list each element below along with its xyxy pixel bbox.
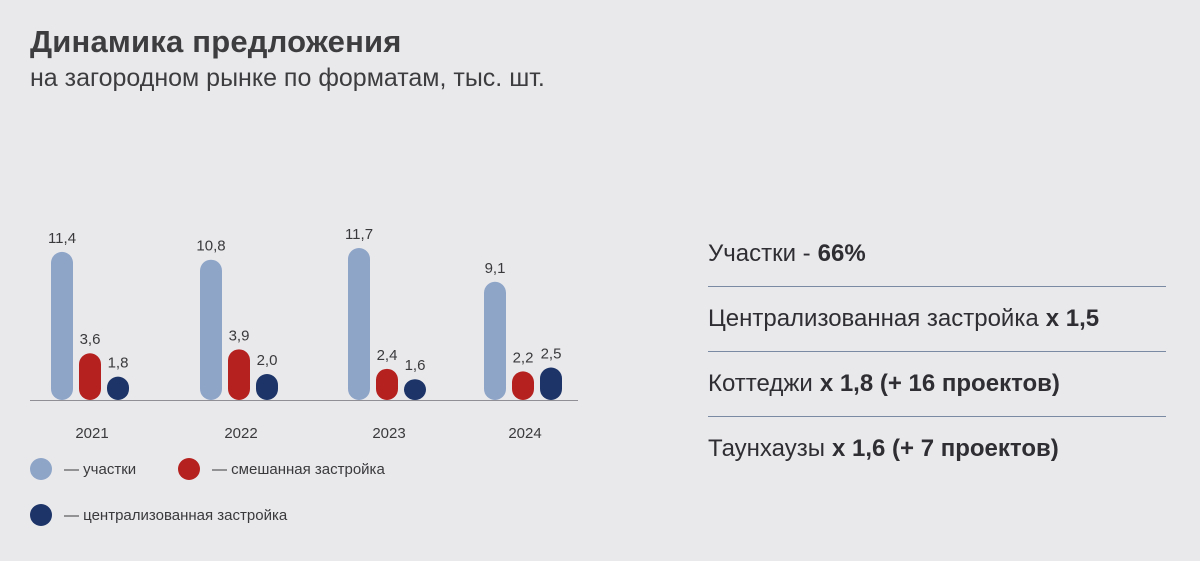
page-title: Динамика предложения bbox=[30, 24, 402, 59]
data-label-plots-2021: 11,4 bbox=[48, 230, 76, 247]
bar-plots-2021 bbox=[51, 251, 73, 400]
legend-item-plots: — участки bbox=[30, 458, 136, 480]
stat-label: Коттеджи bbox=[708, 370, 813, 397]
legend-dot-mixed bbox=[178, 458, 200, 480]
stat-row-plots: Участки - 66% bbox=[708, 222, 1166, 287]
data-label-plots-2023: 11,7 bbox=[345, 226, 373, 243]
bar-mixed-2023 bbox=[376, 368, 398, 400]
bar-plots-2023 bbox=[348, 248, 370, 400]
bar-plots-2024 bbox=[484, 281, 506, 400]
x-tick-label-2022: 2022 bbox=[224, 425, 257, 442]
legend-label-centralized: — централизованная застройка bbox=[64, 506, 288, 524]
stat-row-townhouses: Таунхаузы х 1,6 (+ 7 проектов) bbox=[708, 417, 1166, 481]
bar-chart: 11,4 3,6 1,8 2021 10,8 3,9 2,0 2022 11,7 2,4 1,6 20… bbox=[30, 226, 578, 442]
legend-dot-centralized bbox=[30, 504, 52, 526]
stat-value: х 1,6 (+ 7 проектов) bbox=[831, 435, 1059, 462]
data-label-mixed-2023: 2,4 bbox=[377, 347, 398, 364]
data-label-plots-2024: 9,1 bbox=[485, 260, 506, 277]
stat-label: Участки - bbox=[708, 240, 811, 267]
data-label-mixed-2021: 3,6 bbox=[80, 331, 101, 348]
bar-centralized-2024 bbox=[540, 367, 562, 400]
x-tick-label-2023: 2023 bbox=[372, 425, 405, 442]
stat-label: Таунхаузы bbox=[708, 435, 825, 462]
legend-item-centralized: — централизованная застройка bbox=[30, 504, 287, 526]
data-label-mixed-2024: 2,2 bbox=[513, 349, 534, 366]
x-tick-label-2021: 2021 bbox=[75, 425, 108, 442]
legend-item-mixed: — смешанная застройка bbox=[178, 458, 385, 480]
page-subtitle: на загородном рынке по форматам, тыс. шт… bbox=[30, 64, 545, 92]
data-label-centralized-2024: 2,5 bbox=[541, 346, 562, 363]
data-label-mixed-2022: 3,9 bbox=[229, 327, 250, 344]
stat-value: 66% bbox=[817, 240, 866, 267]
x-tick-label-2024: 2024 bbox=[508, 425, 541, 442]
stat-row-centralized: Централизованная застройка х 1,5 bbox=[708, 287, 1166, 352]
bar-plots-2022 bbox=[200, 259, 222, 400]
legend-dot-plots bbox=[30, 458, 52, 480]
bar-mixed-2022 bbox=[228, 349, 250, 400]
stat-row-cottages: Коттеджи х 1,8 (+ 16 проектов) bbox=[708, 352, 1166, 417]
stat-value: х 1,5 bbox=[1045, 305, 1100, 332]
data-label-centralized-2023: 1,6 bbox=[405, 357, 426, 374]
data-label-centralized-2021: 1,8 bbox=[108, 355, 129, 372]
stat-label: Централизованная застройка bbox=[708, 305, 1039, 332]
stat-value: х 1,8 (+ 16 проектов) bbox=[819, 370, 1060, 397]
legend-label-mixed: — смешанная застройка bbox=[212, 460, 385, 478]
bar-centralized-2022 bbox=[256, 374, 278, 400]
legend-label-plots: — участки bbox=[64, 460, 137, 478]
bar-centralized-2021 bbox=[107, 376, 129, 400]
data-label-plots-2022: 10,8 bbox=[196, 238, 225, 255]
data-label-centralized-2022: 2,0 bbox=[257, 352, 278, 369]
bar-centralized-2023 bbox=[404, 379, 426, 400]
bar-mixed-2021 bbox=[79, 353, 101, 400]
stats-list: Участки - 66% Централизованная застройка… bbox=[708, 222, 1166, 481]
bar-mixed-2024 bbox=[512, 371, 534, 400]
